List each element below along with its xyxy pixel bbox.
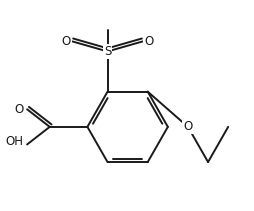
Text: O: O [144,35,154,48]
Text: S: S [104,45,111,58]
Text: O: O [183,120,193,133]
Text: O: O [14,103,23,116]
Text: OH: OH [5,135,23,149]
Text: O: O [61,35,71,48]
